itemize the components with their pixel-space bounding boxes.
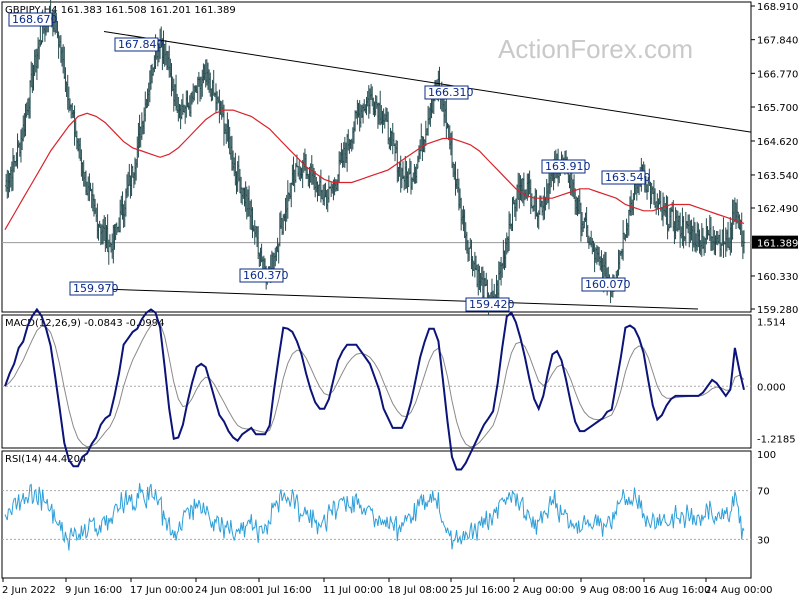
- price-tick-label: 160.330: [757, 272, 798, 283]
- time-tick-label: 16 Aug 16:00: [643, 585, 710, 596]
- price-label: 160.070: [585, 278, 631, 291]
- moving-average-line: [4, 109, 745, 231]
- price-label: 163.540: [605, 171, 651, 184]
- price-label-box: [69, 281, 114, 296]
- price-tick-label: 159.280: [757, 305, 798, 316]
- upper-trendline: [103, 30, 752, 133]
- price-label-box: [541, 159, 586, 174]
- price-pane-border: [1, 1, 752, 313]
- price-label: 167.840: [118, 38, 164, 51]
- time-tick-label: 1 Jul 16:00: [258, 585, 312, 596]
- current-price-label: 161.389: [757, 239, 798, 250]
- price-label-box: [581, 277, 626, 292]
- time-tick-label: 11 Jul 00:00: [323, 585, 383, 596]
- lower-trendline: [69, 287, 699, 310]
- price-header: GBPJPY,H4 161.383 161.508 161.201 161.38…: [5, 5, 236, 16]
- macd-tick-label: 0.000: [757, 382, 786, 393]
- macd-pane-border: [1, 314, 752, 449]
- price-label: 159.970: [73, 282, 119, 295]
- rsi-tick-label: 70: [757, 487, 770, 498]
- macd-line: [4, 307, 745, 471]
- price-label-box: [465, 297, 510, 312]
- time-tick-label: 2 Aug 00:00: [513, 585, 574, 596]
- rsi-tick-label: 30: [757, 535, 770, 546]
- time-tick-label: 2 Jun 2022: [2, 585, 56, 596]
- macd-tick-label: -1.2185: [757, 434, 796, 445]
- price-tick-label: 162.490: [757, 204, 798, 215]
- macd-tick-label: 1.514: [757, 318, 786, 329]
- price-label-box: [239, 268, 284, 283]
- price-label: 166.310: [428, 86, 474, 99]
- price-label-box: [114, 37, 159, 52]
- rsi-tick-label: 100: [757, 450, 776, 461]
- time-tick-label: 24 Jun 08:00: [195, 585, 259, 596]
- price-tick-label: 163.540: [757, 171, 798, 182]
- price-label: 163.910: [545, 160, 591, 173]
- price-label-box: [601, 170, 646, 185]
- price-label-box: [8, 12, 53, 27]
- price-tick-label: 168.910: [757, 2, 798, 13]
- rsi-header: RSI(14) 44.4204: [5, 454, 86, 465]
- rsi-line: [4, 483, 745, 551]
- price-tick-label: 167.840: [757, 36, 798, 47]
- price-label: 159.420: [469, 298, 515, 311]
- current-price-tag: [752, 235, 798, 249]
- rsi-pane-border: [1, 450, 752, 579]
- price-annotations: 168.670 167.840 166.310 163.910 163.540 160.3…: [8, 12, 651, 312]
- macd-header: MACD(12,26,9) -0.0843 -0.0994: [5, 318, 165, 329]
- price-label: 160.370: [243, 269, 289, 282]
- time-tick-label: 9 Jun 16:00: [65, 585, 122, 596]
- rsi-series: [2, 483, 751, 551]
- price-tick-label: 164.620: [757, 137, 798, 148]
- macd-signal-line: [4, 321, 745, 448]
- price-label-box: [424, 85, 469, 100]
- time-tick-label: 17 Jun 00:00: [130, 585, 194, 596]
- time-tick-label: 25 Jul 16:00: [450, 585, 510, 596]
- macd-series: [2, 307, 751, 471]
- price-label: 168.670: [12, 13, 58, 26]
- price-tick-label: 165.700: [757, 103, 798, 114]
- time-tick-label: 9 Aug 08:00: [580, 585, 641, 596]
- time-tick-label: 18 Jul 08:00: [388, 585, 448, 596]
- price-tick-label: 166.770: [757, 69, 798, 80]
- watermark: ActionForex.com: [498, 34, 693, 64]
- time-tick-label: 24 Aug 00:00: [705, 585, 772, 596]
